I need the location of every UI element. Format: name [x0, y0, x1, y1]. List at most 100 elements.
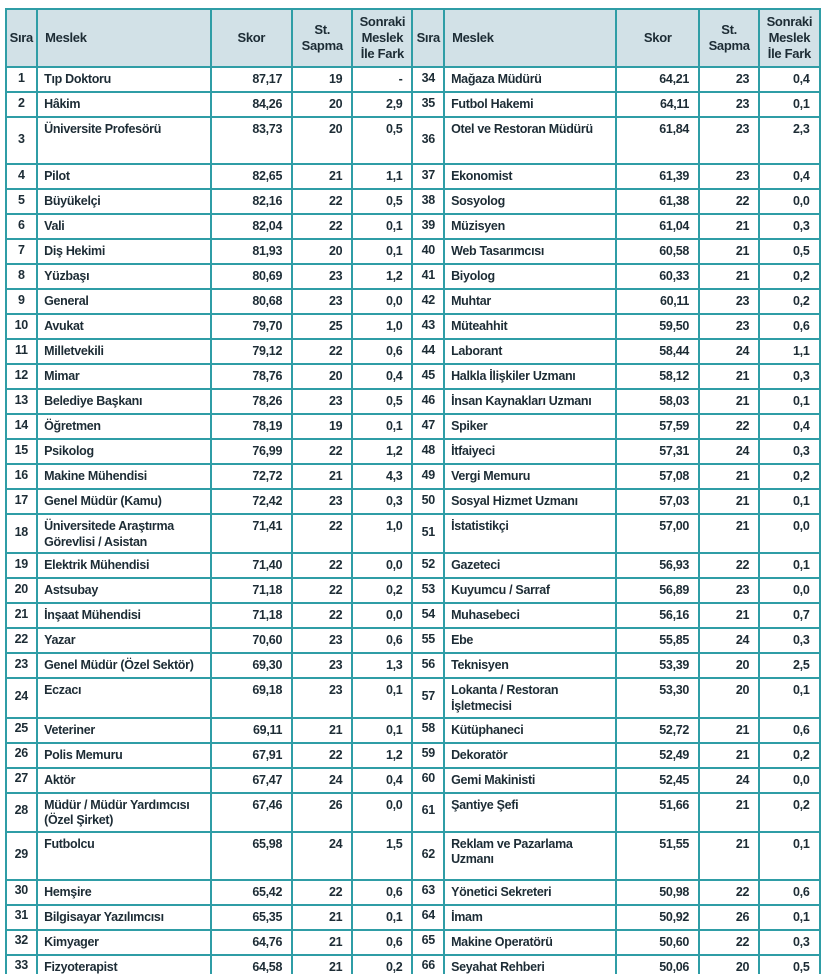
diff-cell: 1,0 — [351, 313, 414, 340]
profession-cell: Spiker — [443, 413, 618, 440]
stdev-cell: 21 — [291, 928, 354, 956]
score-cell: 50,60 — [615, 928, 701, 956]
rank-cell: 31 — [4, 903, 39, 931]
diff-cell: 0,3 — [758, 213, 821, 240]
score-cell: 64,11 — [615, 91, 701, 118]
table-row: 16 Makine Mühendisi 72,72 21 4,3 49 Vergi Memu… — [4, 463, 821, 490]
table-row: 29 Futbolcu 65,98 24 1,5 62 Reklam ve Pazarlam… — [4, 830, 821, 881]
diff-cell: 1,1 — [758, 338, 821, 365]
rank-cell: 10 — [4, 313, 39, 340]
diff-cell: 0,5 — [758, 238, 821, 265]
profession-cell: Kütüphaneci — [443, 716, 618, 744]
score-cell: 82,04 — [209, 213, 294, 240]
profession-cell: Otel ve Restoran Müdürü — [443, 116, 618, 165]
diff-cell: 0,1 — [351, 677, 414, 719]
rank-cell: 12 — [4, 363, 39, 390]
score-cell: 64,76 — [209, 928, 294, 956]
table-header: Sıra Meslek Skor St. Sapma Sonraki Mesle… — [4, 8, 821, 68]
diff-cell: 0,6 — [758, 716, 821, 744]
rank-cell: 49 — [411, 463, 446, 490]
rank-cell: 42 — [411, 288, 446, 315]
rank-cell: 45 — [411, 363, 446, 390]
rank-cell: 9 — [4, 288, 39, 315]
profession-cell: Polis Memuru — [36, 741, 212, 769]
table-row: 11 Milletvekili 79,12 22 0,6 44 Laborant 58,44 2… — [4, 338, 821, 365]
score-cell: 87,17 — [209, 66, 294, 93]
diff-cell: 1,2 — [351, 438, 414, 465]
diff-cell: 0,1 — [758, 830, 821, 881]
score-cell: 50,92 — [615, 903, 701, 931]
score-cell: 72,42 — [209, 488, 294, 515]
table-row: 17 Genel Müdür (Kamu) 72,42 23 0,3 50 Sosyal H… — [4, 488, 821, 515]
table-row: 6 Vali 82,04 22 0,1 39 Müzisyen 61,04 21 0,3 — [4, 213, 821, 240]
stdev-cell: 23 — [291, 488, 354, 515]
score-cell: 69,18 — [209, 677, 294, 719]
score-cell: 56,93 — [615, 552, 701, 580]
stdev-cell: 23 — [698, 66, 761, 93]
table-row: 26 Polis Memuru 67,91 22 1,2 59 Dekoratör 52,49… — [4, 741, 821, 769]
score-cell: 58,03 — [615, 388, 701, 415]
profession-cell: Gemi Makinisti — [443, 766, 618, 794]
table-row: 4 Pilot 82,65 21 1,1 37 Ekonomist 61,39 23 0,4 — [4, 163, 821, 190]
profession-cell: Gazeteci — [443, 552, 618, 580]
rank-cell: 39 — [411, 213, 446, 240]
profession-cell: Ebe — [443, 627, 618, 655]
score-cell: 53,30 — [615, 677, 701, 719]
stdev-cell: 20 — [291, 116, 354, 165]
diff-cell: 0,1 — [758, 552, 821, 580]
diff-cell: 0,6 — [351, 338, 414, 365]
profession-cell: Muhasebeci — [443, 602, 618, 630]
rank-cell: 63 — [411, 878, 446, 906]
diff-cell: 0,5 — [351, 116, 414, 165]
diff-cell: 1,2 — [351, 741, 414, 769]
profession-cell: Diş Hekimi — [36, 238, 212, 265]
score-cell: 65,35 — [209, 903, 294, 931]
profession-cell: İtfaiyeci — [443, 438, 618, 465]
stdev-cell: 19 — [291, 413, 354, 440]
rank-cell: 61 — [411, 791, 446, 833]
profession-cell: Muhtar — [443, 288, 618, 315]
diff-cell: 0,6 — [351, 878, 414, 906]
profession-cell: Laborant — [443, 338, 618, 365]
rank-cell: 26 — [4, 741, 39, 769]
stdev-cell: 23 — [291, 263, 354, 290]
stdev-cell: 22 — [291, 741, 354, 769]
header-row: Sıra Meslek Skor St. Sapma Sonraki Mesle… — [4, 8, 821, 68]
score-cell: 64,58 — [209, 953, 294, 974]
score-cell: 80,69 — [209, 263, 294, 290]
rank-cell: 1 — [4, 66, 39, 93]
stdev-cell: 23 — [291, 388, 354, 415]
table-row: 10 Avukat 79,70 25 1,0 43 Müteahhit 59,50 23 0,6 — [4, 313, 821, 340]
diff-cell: 0,1 — [758, 677, 821, 719]
stdev-cell: 21 — [291, 463, 354, 490]
profession-cell: Astsubay — [36, 577, 212, 605]
profession-cell: Psikolog — [36, 438, 212, 465]
profession-cell: Genel Müdür (Kamu) — [36, 488, 212, 515]
score-cell: 50,98 — [615, 878, 701, 906]
rank-cell: 24 — [4, 677, 39, 719]
col-header-stdev-right: St. Sapma — [698, 8, 761, 68]
rank-cell: 40 — [411, 238, 446, 265]
stdev-cell: 24 — [291, 830, 354, 881]
profession-cell: Genel Müdür (Özel Sektör) — [36, 652, 212, 680]
rank-cell: 58 — [411, 716, 446, 744]
stdev-cell: 21 — [291, 163, 354, 190]
score-cell: 71,41 — [209, 512, 294, 555]
col-header-profession-right: Meslek — [443, 8, 618, 68]
score-cell: 50,06 — [615, 953, 701, 974]
col-header-rank-right: Sıra — [411, 8, 446, 68]
score-cell: 51,55 — [615, 830, 701, 881]
score-cell: 80,68 — [209, 288, 294, 315]
rank-cell: 6 — [4, 213, 39, 240]
stdev-cell: 21 — [698, 213, 761, 240]
diff-cell: 0,2 — [758, 741, 821, 769]
table-row: 25 Veteriner 69,11 21 0,1 58 Kütüphaneci 52,72 2… — [4, 716, 821, 744]
stdev-cell: 24 — [698, 338, 761, 365]
diff-cell: 0,4 — [351, 363, 414, 390]
profession-cell: Yönetici Sekreteri — [443, 878, 618, 906]
rank-cell: 53 — [411, 577, 446, 605]
diff-cell: 0,3 — [351, 488, 414, 515]
table-row: 31 Bilgisayar Yazılımcısı 65,35 21 0,1 64 İmam… — [4, 903, 821, 931]
score-cell: 57,03 — [615, 488, 701, 515]
profession-cell: Elektrik Mühendisi — [36, 552, 212, 580]
